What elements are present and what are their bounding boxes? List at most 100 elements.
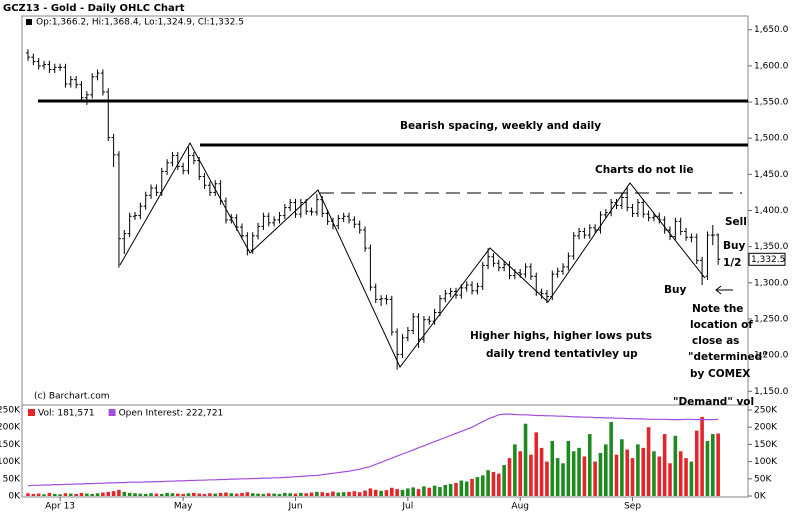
volume-bar (331, 491, 335, 496)
volume-bar (598, 452, 603, 496)
volume-panel (21, 404, 749, 498)
volume-bar (716, 433, 720, 496)
annotation: "Demand" vol (673, 396, 754, 408)
volume-bar (122, 491, 127, 496)
annotation: location of (690, 319, 753, 331)
volume-bar (74, 493, 78, 496)
trend-zigzag (119, 141, 706, 368)
volume-bar (662, 434, 667, 496)
vol-tick-label-right: 0K (754, 492, 767, 502)
volume-bar (357, 492, 362, 496)
volume-bar (47, 492, 52, 496)
volume-bar (459, 480, 464, 496)
volume-bar (475, 477, 480, 496)
volume-bar (705, 440, 710, 496)
volume-bar (58, 494, 62, 496)
volume-bar (347, 491, 351, 496)
annotation-lines (38, 99, 748, 368)
volume-bar (384, 490, 389, 496)
x-tick-label: Aug (511, 502, 529, 512)
volume-bar (149, 493, 153, 496)
volume-bar (277, 493, 282, 496)
volume-bar (90, 493, 94, 496)
volume-bar (700, 416, 704, 496)
volume-bar (657, 456, 662, 496)
volume-bar (293, 493, 298, 496)
volume-bar (266, 493, 271, 496)
annotation: 1/2 (723, 257, 741, 269)
volume-bar (250, 493, 255, 496)
volume-bar (341, 492, 346, 496)
volume-bar (432, 485, 437, 496)
volume-bar (229, 493, 234, 496)
y-tick-label: 1,200.0 (754, 351, 789, 361)
volume-bar (427, 487, 432, 496)
volume-bar (111, 491, 116, 496)
volume-bar (288, 493, 292, 496)
volume-bar (400, 489, 405, 496)
volume-bar (202, 493, 207, 496)
volume-bar (507, 458, 512, 496)
volume-bar (513, 444, 517, 496)
volume-bar (31, 493, 36, 496)
volume-bar (256, 493, 260, 496)
volume-bar (304, 493, 308, 496)
annotation: daily trend tentativley up (486, 348, 638, 360)
vol-tick-label-right: 250K (754, 405, 778, 415)
y-tick-label: 1,350.0 (754, 242, 789, 252)
volume-bar (518, 451, 522, 496)
volume-bar (245, 492, 250, 496)
annotation: Bearish spacing, weekly and daily (400, 120, 601, 132)
volume-bar (170, 493, 175, 496)
volume-bar (186, 493, 191, 496)
annotation: Buy (664, 284, 686, 296)
volume-bar (678, 451, 683, 496)
annotation: Buy (723, 240, 745, 252)
volume-bar (561, 463, 565, 496)
volume-bar (448, 483, 453, 496)
annotation: Sell (725, 216, 747, 228)
volume-bar (555, 458, 560, 496)
arrow-head (715, 285, 722, 295)
volume-bar (42, 494, 46, 496)
volume-bar (133, 493, 137, 496)
volume-bar (502, 465, 506, 496)
volume-bar (609, 422, 613, 496)
x-tick-label: May (174, 502, 193, 512)
vol-tick-label-left: 50K (3, 474, 21, 484)
volume-bar (197, 493, 201, 496)
annotation: Higher highs, higher lows puts (470, 330, 652, 342)
y-tick-label: 1,300.0 (754, 278, 789, 288)
volume-bar (422, 486, 426, 496)
ohlc-header: Op:1,366.2, Hi:1,368.4, Lo:1,324.9, Cl:1… (36, 18, 244, 28)
volume-bar (684, 458, 688, 496)
volume-bar (181, 493, 185, 496)
volume-bar (143, 493, 148, 496)
vol-tick-label-right: 50K (754, 474, 772, 484)
y-tick-label: 1,250.0 (754, 314, 789, 324)
annotations: Bearish spacing, weekly and daily Charts … (400, 120, 768, 408)
volume-bar (192, 492, 196, 496)
last-price: 1,332.5 (751, 255, 785, 265)
volume-bar (486, 470, 490, 496)
vol-tick-label-left: 200K (0, 423, 21, 433)
volume-bar (36, 493, 41, 496)
annotation: "determined" (688, 351, 768, 363)
volume-bar (491, 471, 496, 496)
volume-bar (26, 493, 30, 496)
volume-bar (69, 493, 73, 496)
volume-bar (673, 435, 678, 496)
annotation: by COMEX (690, 368, 750, 380)
volume-bar (550, 440, 555, 496)
x-tick-label: Sep (624, 502, 641, 512)
last-price-box (748, 252, 786, 266)
annotation: Note the (692, 303, 743, 315)
volume-bar (582, 456, 587, 496)
volume-bar (352, 491, 357, 496)
volume-bar (620, 439, 624, 496)
y-tick-label: 1,600.0 (754, 61, 789, 71)
volume-bar (711, 434, 715, 496)
volume-bar (213, 493, 218, 496)
